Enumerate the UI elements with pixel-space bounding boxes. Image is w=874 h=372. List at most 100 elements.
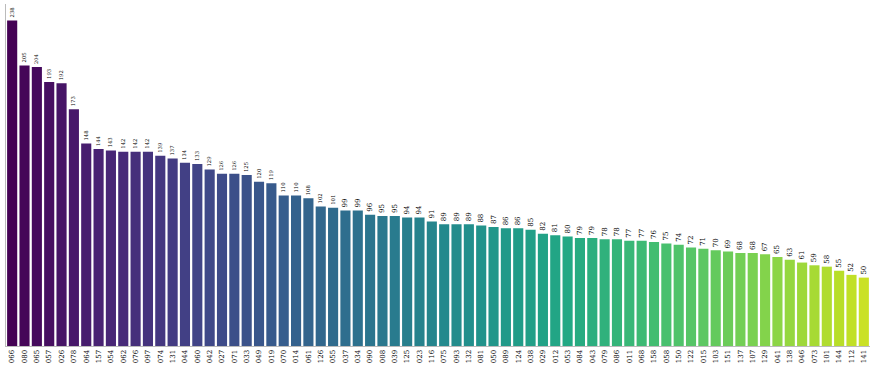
svg-text:080: 080 [21, 350, 29, 363]
svg-text:95: 95 [391, 204, 399, 213]
svg-text:074: 074 [157, 349, 165, 363]
svg-text:124: 124 [515, 349, 523, 363]
svg-text:70: 70 [712, 238, 720, 247]
svg-text:144: 144 [835, 349, 843, 363]
svg-text:023: 023 [416, 350, 424, 363]
svg-text:69: 69 [724, 240, 732, 249]
svg-text:033: 033 [243, 350, 251, 363]
svg-text:133: 133 [194, 151, 200, 161]
svg-text:126: 126 [231, 161, 237, 171]
svg-text:049: 049 [255, 350, 263, 363]
svg-text:011: 011 [626, 350, 634, 363]
svg-text:58: 58 [823, 255, 831, 264]
svg-text:050: 050 [490, 350, 498, 363]
svg-text:142: 142 [144, 139, 150, 149]
svg-text:097: 097 [144, 350, 152, 363]
svg-text:064: 064 [83, 349, 91, 363]
svg-text:157: 157 [95, 350, 103, 363]
svg-text:066: 066 [8, 349, 16, 363]
svg-text:148: 148 [83, 130, 89, 140]
svg-text:078: 078 [70, 350, 78, 363]
svg-text:116: 116 [428, 349, 436, 363]
svg-text:061: 061 [305, 350, 313, 363]
svg-text:053: 053 [564, 350, 572, 363]
svg-text:126: 126 [317, 349, 325, 363]
svg-text:76: 76 [650, 230, 658, 239]
svg-text:129: 129 [761, 350, 769, 363]
svg-text:86: 86 [514, 216, 522, 225]
svg-text:108: 108 [305, 185, 311, 195]
svg-text:042: 042 [206, 350, 214, 363]
svg-text:204: 204 [33, 54, 39, 64]
svg-text:089: 089 [502, 350, 510, 363]
svg-text:95: 95 [378, 204, 386, 213]
svg-text:012: 012 [552, 350, 560, 363]
svg-text:076: 076 [132, 349, 140, 363]
svg-text:008: 008 [379, 350, 387, 363]
svg-text:89: 89 [440, 212, 448, 221]
svg-text:99: 99 [354, 199, 362, 208]
svg-text:037: 037 [342, 350, 350, 363]
svg-text:034: 034 [354, 349, 362, 363]
svg-text:143: 143 [107, 137, 113, 147]
svg-text:139: 139 [157, 143, 163, 153]
svg-text:058: 058 [663, 350, 671, 363]
svg-text:103: 103 [712, 350, 720, 363]
svg-text:88: 88 [477, 214, 485, 223]
svg-text:142: 142 [132, 139, 138, 149]
svg-text:238: 238 [9, 7, 15, 17]
svg-text:94: 94 [403, 205, 411, 214]
svg-text:015: 015 [700, 350, 708, 363]
svg-text:67: 67 [761, 242, 769, 251]
svg-text:038: 038 [527, 350, 535, 363]
svg-text:062: 062 [120, 350, 128, 363]
svg-text:71: 71 [699, 237, 707, 246]
svg-text:81: 81 [551, 223, 559, 232]
svg-text:126: 126 [218, 161, 224, 171]
svg-text:090: 090 [366, 350, 374, 363]
svg-text:026: 026 [58, 349, 66, 363]
svg-text:137: 137 [737, 350, 745, 363]
svg-text:80: 80 [564, 225, 572, 234]
svg-text:55: 55 [835, 259, 843, 268]
svg-text:101: 101 [330, 195, 336, 205]
svg-text:039: 039 [391, 350, 399, 363]
svg-text:084: 084 [576, 349, 584, 363]
svg-text:77: 77 [638, 229, 646, 238]
svg-text:89: 89 [465, 212, 473, 221]
svg-text:77: 77 [625, 229, 633, 238]
svg-text:110: 110 [280, 182, 286, 193]
svg-text:122: 122 [687, 350, 695, 363]
svg-text:85: 85 [527, 218, 535, 227]
svg-text:144: 144 [95, 136, 101, 146]
svg-text:073: 073 [811, 350, 819, 363]
svg-text:74: 74 [675, 232, 683, 241]
svg-text:075: 075 [440, 350, 448, 363]
svg-text:52: 52 [847, 263, 855, 272]
svg-text:68: 68 [736, 241, 744, 250]
svg-text:61: 61 [798, 251, 806, 260]
svg-text:87: 87 [490, 215, 498, 224]
svg-text:86: 86 [502, 216, 510, 225]
svg-text:054: 054 [107, 349, 115, 363]
svg-text:193: 193 [46, 69, 52, 79]
svg-text:086: 086 [613, 349, 621, 363]
svg-text:82: 82 [539, 222, 547, 231]
svg-text:029: 029 [539, 350, 547, 363]
svg-text:134: 134 [181, 150, 187, 160]
svg-text:057: 057 [45, 350, 53, 363]
svg-text:59: 59 [810, 253, 818, 262]
svg-text:132: 132 [465, 350, 473, 363]
svg-text:205: 205 [21, 52, 27, 62]
svg-text:78: 78 [601, 227, 609, 236]
svg-text:138: 138 [786, 350, 794, 363]
svg-text:158: 158 [650, 350, 658, 363]
svg-text:041: 041 [774, 350, 782, 363]
svg-text:055: 055 [329, 350, 337, 363]
svg-text:151: 151 [724, 350, 732, 363]
svg-text:119: 119 [268, 170, 274, 180]
svg-text:071: 071 [231, 350, 239, 363]
svg-text:060: 060 [194, 350, 202, 363]
svg-text:102: 102 [317, 193, 323, 203]
svg-text:120: 120 [256, 168, 262, 179]
